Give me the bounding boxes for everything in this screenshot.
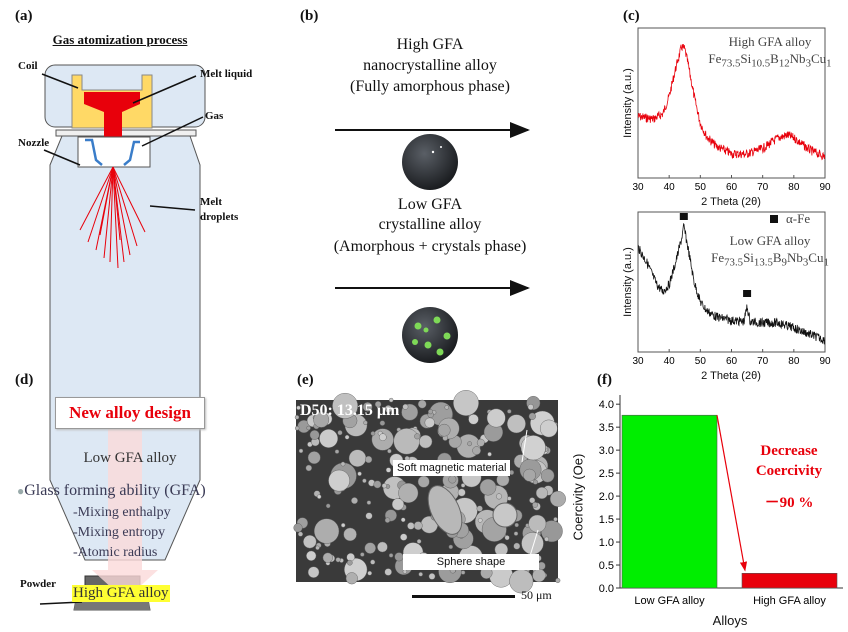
y-tick-label: 1.0 — [599, 537, 614, 549]
y-tick-label: 2.0 — [599, 491, 614, 503]
x-tick-label: 90 — [819, 356, 831, 367]
scale-label: 50 μm — [521, 588, 552, 602]
xrd-low-title: Low GFA alloy — [729, 233, 811, 248]
y-tick-label: 3.5 — [599, 422, 614, 434]
label-melt: Melt — [200, 196, 222, 208]
panel-label-b: (b) — [300, 8, 319, 24]
xrd-charts: 30 40 50 60 70 80 90 30 40 50 60 70 80 90 — [632, 27, 831, 367]
scale-bar — [412, 595, 515, 598]
panel-label-e: (e) — [297, 372, 314, 388]
panel-label-c: (c) — [623, 8, 640, 24]
x-tick-label: 40 — [664, 182, 676, 193]
xrd-high-xlabel: 2 Theta (2θ) — [701, 196, 761, 208]
high-gfa-line2: nanocrystalline alloy — [363, 57, 497, 74]
bar-low-gfa — [621, 414, 718, 589]
gas-jet-left — [85, 138, 103, 166]
callout-arrows — [39, 73, 204, 605]
low-gfa-line2: crystalline alloy — [378, 216, 482, 233]
x-tick-label: 70 — [757, 356, 769, 367]
xrd-curve — [637, 222, 825, 345]
annotation-decrease: Decrease — [760, 443, 818, 459]
x-tick-label: 30 — [632, 356, 644, 367]
gfa-text: Glass forming ability (GFA) — [24, 482, 206, 499]
panel-label-d: (d) — [15, 372, 34, 388]
x-tick-label: 60 — [726, 356, 738, 367]
factor-text: Atomic radius — [77, 545, 158, 560]
x-tick-label: 60 — [726, 182, 738, 193]
xrd-high-title: High GFA alloy — [728, 34, 812, 49]
label-melt-liquid: Melt liquid — [200, 68, 253, 80]
y-tick-label: 1.5 — [599, 514, 614, 526]
low-gfa-line3: (Amorphous + crystals phase) — [333, 238, 527, 255]
square-marker-icon — [770, 215, 778, 223]
label-nozzle: Nozzle — [18, 137, 50, 149]
gfa-bullet: ●Glass forming ability (GFA) — [17, 482, 206, 500]
y-tick-label: 3.0 — [599, 445, 614, 457]
down-arrow-icon — [92, 428, 158, 600]
y-tick-label: 0.0 — [599, 583, 614, 595]
melt-droplets — [79, 166, 146, 269]
xrd-high-formula: Fe73.5Si10.5B12Nb3Cu1 — [708, 51, 832, 70]
xrd-low-xlabel: 2 Theta (2θ) — [701, 370, 761, 382]
annotation-sphere-shape: Sphere shape — [403, 554, 539, 570]
xrd-legend: α-Fe — [770, 211, 810, 227]
alpha-fe-peak-marker — [743, 290, 752, 297]
high-gfa-line1: High GFA — [396, 36, 464, 53]
legend-alpha-fe: α-Fe — [786, 211, 811, 226]
bar-high-gfa — [741, 572, 838, 589]
low-gfa-text: Low GFA alloy — [83, 450, 177, 466]
panel-label-a: (a) — [15, 8, 33, 24]
factor-text: Mixing enthalpy — [77, 505, 171, 520]
factor-item: -Mixing entropy — [73, 525, 166, 540]
factor-item: -Atomic radius — [73, 545, 158, 560]
x-tick-label: 40 — [664, 356, 676, 367]
x-tick-label: 80 — [788, 356, 800, 367]
y-tick-label: 4.0 — [599, 399, 614, 411]
new-alloy-design-box: New alloy design — [55, 397, 205, 429]
panel-a-title: Gas atomization process — [52, 32, 188, 47]
atomization-chamber — [49, 135, 201, 561]
factor-item: -Mixing enthalpy — [73, 505, 171, 520]
melt-stream — [84, 92, 140, 165]
factor-text: Mixing entropy — [77, 525, 166, 540]
x-tick-label: Low GFA alloy — [634, 595, 705, 607]
decrease-arrow — [716, 415, 748, 572]
high-gfa-result: High GFA alloy — [72, 585, 170, 602]
y-tick-label: 0.5 — [599, 560, 614, 572]
label-powder: Powder — [20, 578, 57, 590]
panel-label-f: (f) — [597, 372, 612, 388]
low-gfa-line1: Low GFA — [397, 196, 463, 213]
annotation-90-percent: －90 % — [764, 495, 814, 511]
alpha-fe-peak-marker — [679, 213, 688, 220]
label-coil: Coil — [18, 60, 38, 72]
gas-jet-right — [123, 140, 140, 166]
d50-label: D50: 13.15 μm — [300, 402, 400, 419]
bar-xlabel: Alloys — [712, 613, 748, 628]
annotation-coercivity: Coercivity — [755, 463, 823, 479]
x-tick-label: 70 — [757, 182, 769, 193]
bar-ylabel: Coercivity (Oe) — [570, 453, 586, 541]
annotation-soft-magnetic: Soft magnetic material — [393, 460, 511, 476]
label-droplets: droplets — [200, 211, 239, 223]
design-arrow — [92, 428, 158, 600]
y-tick-label: 2.5 — [599, 468, 614, 480]
gas-atomizer-diagram — [39, 64, 206, 611]
xrd-low-formula: Fe73.5Si13.5B9Nb3Cu1 — [711, 250, 829, 269]
bullet-icon: ● — [17, 484, 25, 498]
high-gfa-line3: (Fully amorphous phase) — [350, 78, 510, 95]
xrd-curve — [637, 44, 825, 161]
x-tick-label: 30 — [632, 182, 644, 193]
x-tick-label: 90 — [819, 182, 831, 193]
x-tick-label: High GFA alloy — [753, 595, 826, 607]
x-tick-label: 80 — [788, 182, 800, 193]
x-tick-label: 50 — [695, 356, 707, 367]
x-tick-label: 50 — [695, 182, 707, 193]
label-gas: Gas — [205, 110, 224, 122]
